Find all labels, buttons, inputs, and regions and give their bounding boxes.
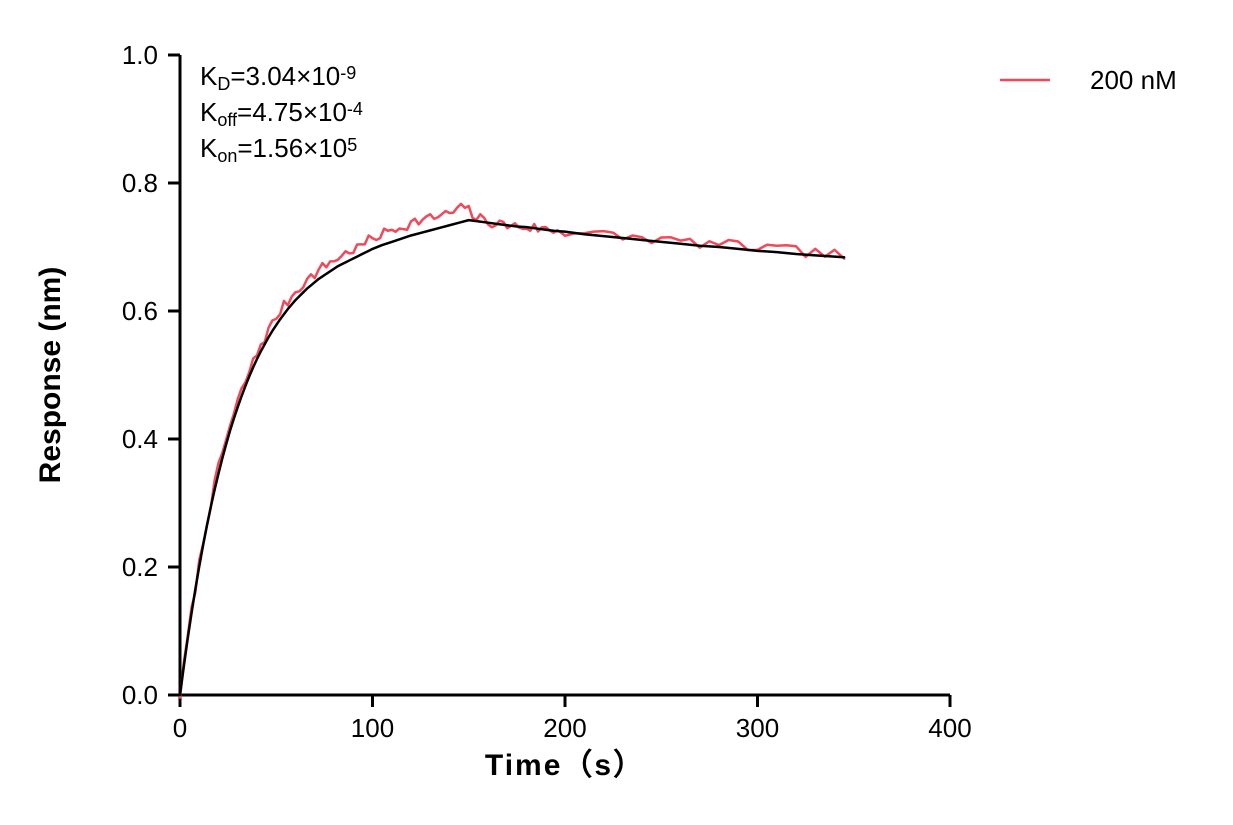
y-tick-label: 0.2 (122, 552, 158, 582)
x-tick-label: 200 (543, 713, 586, 743)
x-tick-label: 0 (173, 713, 187, 743)
chart-svg: 0.0 0.2 0.4 0.6 0.8 1.0 0 100 200 300 400 Time（s） Re… (0, 0, 1233, 825)
y-tick-label: 0.6 (122, 296, 158, 326)
x-tick-label: 400 (928, 713, 971, 743)
x-axis-title: Time（s） (485, 748, 645, 782)
x-tick-label: 100 (351, 713, 394, 743)
kinetics-annotation: Koff=4.75×10-4 (200, 97, 363, 130)
x-tick-label: 300 (736, 713, 779, 743)
y-tick-label: 1.0 (122, 40, 158, 70)
kinetics-annotation: Kon=1.56×105 (200, 133, 357, 166)
y-tick-label: 0.4 (122, 424, 158, 454)
y-tick-label: 0.8 (122, 168, 158, 198)
y-tick-label: 0.0 (122, 680, 158, 710)
binding-kinetics-chart: 0.0 0.2 0.4 0.6 0.8 1.0 0 100 200 300 400 Time（s） Re… (0, 0, 1233, 825)
series-data_line (180, 204, 844, 698)
series-fit_line (180, 220, 844, 695)
y-axis-title: Response (nm) (34, 267, 67, 484)
kinetics-annotation: KD=3.04×10-9 (200, 61, 356, 94)
legend-label: 200 nM (1090, 65, 1177, 95)
